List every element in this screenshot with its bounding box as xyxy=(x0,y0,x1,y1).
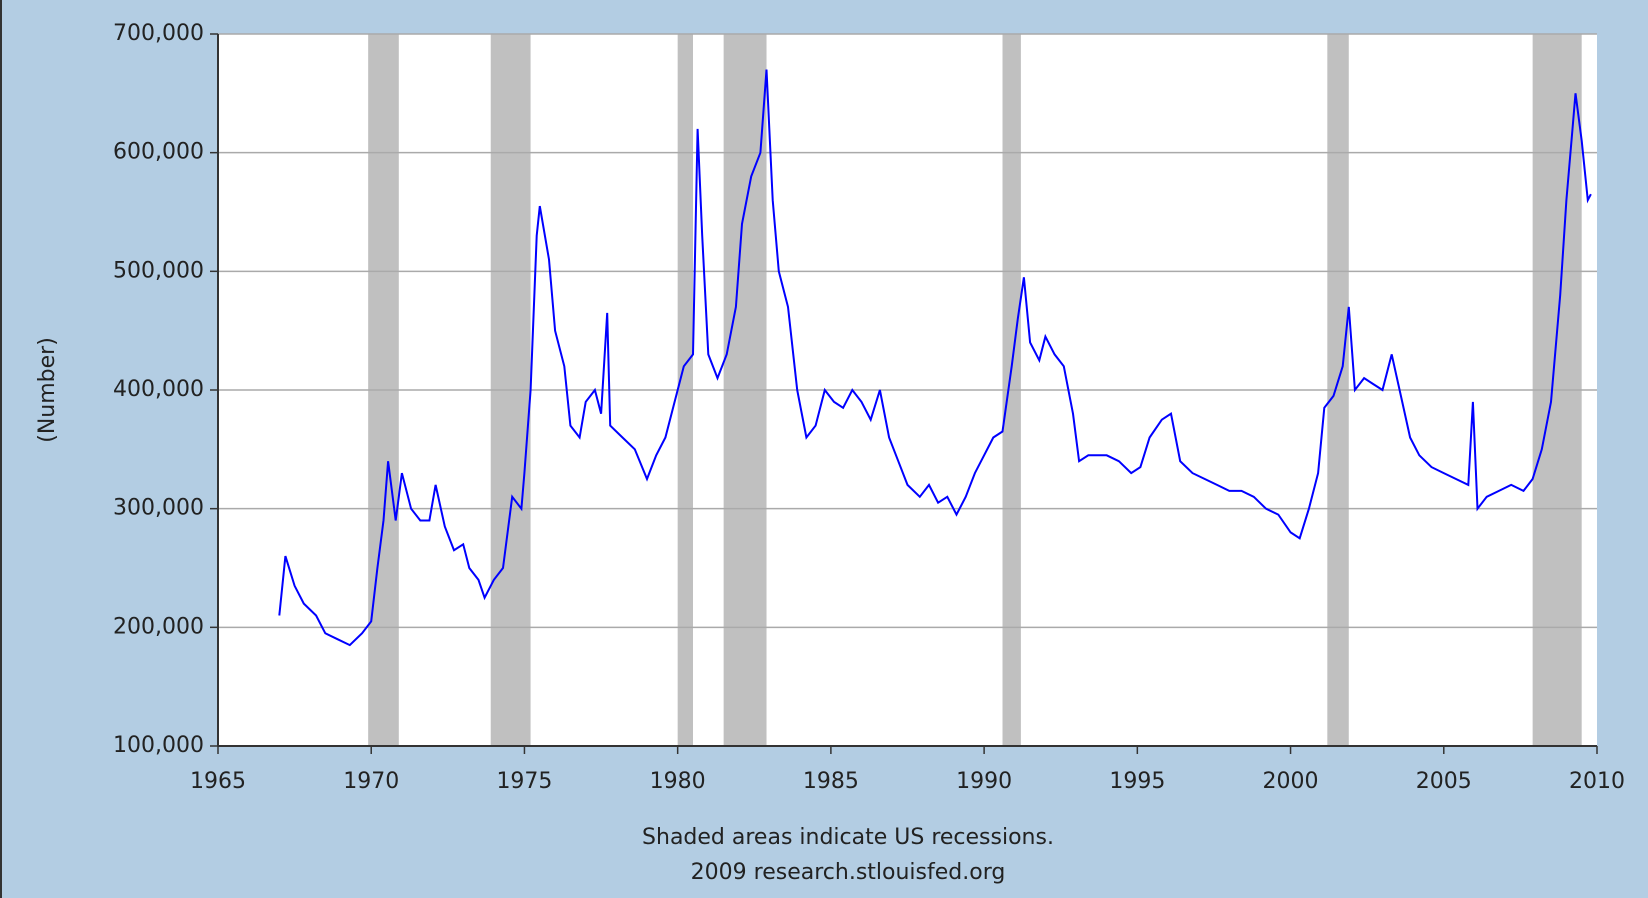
y-tick-label: 400,000 xyxy=(113,377,204,402)
x-tick-label: 1980 xyxy=(650,769,706,794)
x-tick-label: 2000 xyxy=(1263,769,1319,794)
y-axis-label: (Number) xyxy=(35,337,60,443)
x-tick-label: 1985 xyxy=(803,769,859,794)
x-tick-label: 1990 xyxy=(956,769,1012,794)
note: 2009 research.stlouisfed.org xyxy=(691,860,1006,885)
data-line xyxy=(278,69,1592,647)
y-tick-label: 600,000 xyxy=(113,140,204,165)
x-tick-label: 2005 xyxy=(1416,769,1472,794)
y-tick-label: 100,000 xyxy=(113,733,204,758)
x-tick-label: 1995 xyxy=(1109,769,1165,794)
x-tick-label: 1965 xyxy=(190,769,246,794)
x-tick-label: 1970 xyxy=(343,769,399,794)
note: Shaded areas indicate US recessions. xyxy=(642,825,1054,850)
x-tick-label: 2010 xyxy=(1569,769,1625,794)
y-tick-label: 700,000 xyxy=(113,21,204,46)
y-tick-label: 300,000 xyxy=(113,496,204,521)
y-tick-label: 200,000 xyxy=(113,614,204,639)
y-tick-label: 500,000 xyxy=(113,258,204,283)
x-tick-label: 1975 xyxy=(496,769,552,794)
